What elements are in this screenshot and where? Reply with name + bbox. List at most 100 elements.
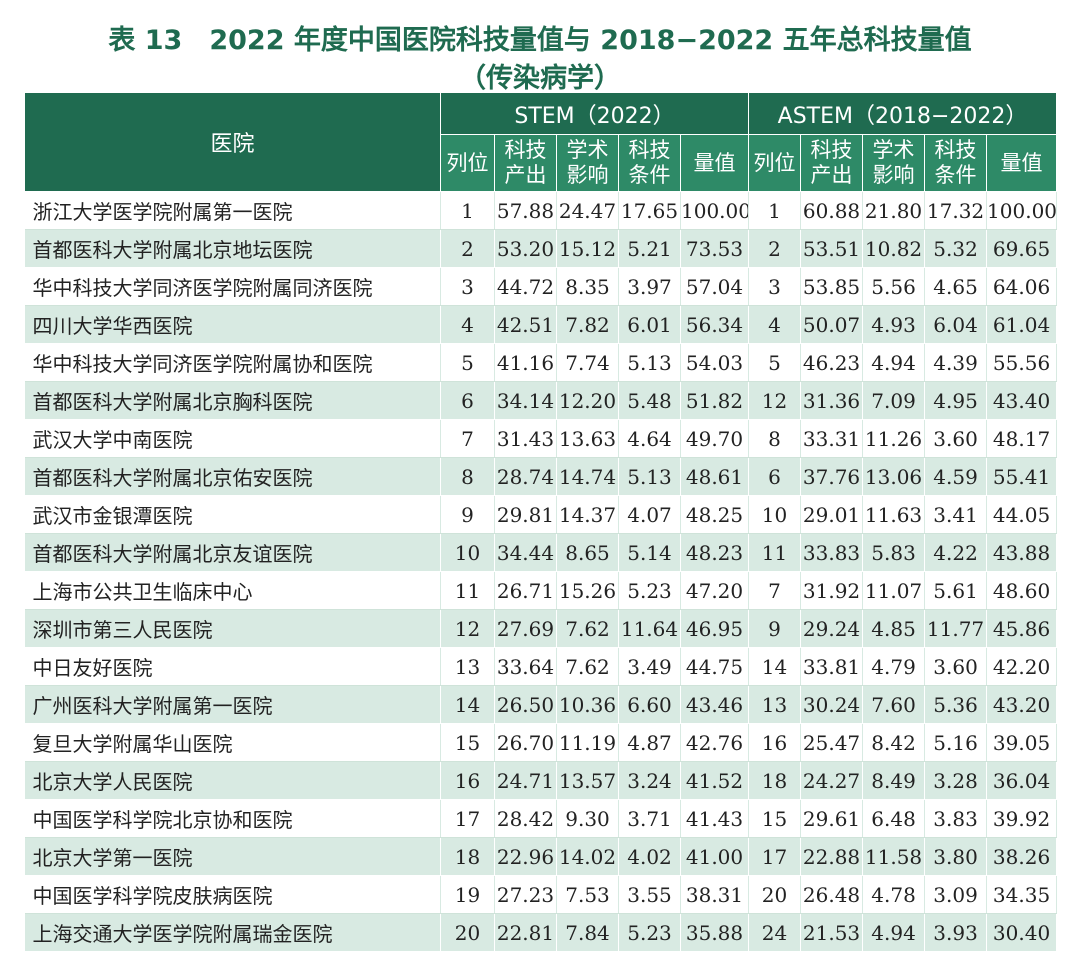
table-row: 中日友好医院 13 33.64 7.62 3.49 44.75 14 33.81 4.79 3.6… — [24, 647, 1058, 686]
astem-conditions-cell: 5.36 — [924, 685, 988, 724]
hospital-name-cell: 中国医学科学院皮肤病医院 — [24, 875, 441, 914]
stem-output-cell: 28.42 — [494, 799, 557, 838]
hospital-name-cell: 中日友好医院 — [24, 647, 441, 686]
stem-value-cell: 47.20 — [680, 571, 750, 610]
table-row: 上海交通大学医学院附属瑞金医院 20 22.81 7.84 5.23 35.88 24 21.… — [24, 913, 1058, 952]
astem-rank-cell: 11 — [748, 533, 802, 572]
astem-conditions-cell: 3.60 — [924, 647, 988, 686]
stem-conditions-cell: 3.49 — [618, 647, 681, 686]
stem-conditions-cell: 3.71 — [618, 799, 681, 838]
astem-value-cell: 48.60 — [986, 571, 1058, 610]
header-astem-conditions: 科技 条件 — [924, 134, 988, 192]
stem-conditions-cell: 5.48 — [618, 381, 681, 420]
astem-output-cell: 33.31 — [800, 419, 864, 458]
stem-rank-cell: 17 — [440, 799, 495, 838]
table-title: 表 13 2022 年度中国医院科技量值与 2018−2022 五年总科技量值 — [108, 25, 972, 56]
astem-influence-cell: 4.93 — [862, 305, 926, 344]
stem-value-cell: 48.23 — [680, 533, 750, 572]
stem-value-cell: 51.82 — [680, 381, 750, 420]
stem-value-cell: 48.25 — [680, 495, 750, 534]
stem-output-cell: 27.23 — [494, 875, 557, 914]
stem-conditions-cell: 4.87 — [618, 723, 681, 762]
astem-output-cell: 30.24 — [800, 685, 864, 724]
stem-rank-cell: 12 — [440, 609, 495, 648]
hospital-name-cell: 上海市公共卫生临床中心 — [24, 571, 441, 610]
astem-influence-cell: 7.09 — [862, 381, 926, 420]
header-stem-influence: 学术 影响 — [556, 134, 619, 192]
astem-rank-cell: 2 — [748, 229, 802, 268]
stem-influence-cell: 24.47 — [556, 191, 619, 230]
stem-conditions-cell: 3.97 — [618, 267, 681, 306]
astem-rank-cell: 10 — [748, 495, 802, 534]
hospital-name-cell: 首都医科大学附属北京地坛医院 — [24, 229, 441, 268]
stem-conditions-cell: 5.13 — [618, 457, 681, 496]
table-row: 复旦大学附属华山医院 15 26.70 11.19 4.87 42.76 16 25.47 8.… — [24, 723, 1058, 762]
table-row: 首都医科大学附属北京地坛医院 2 53.20 15.12 5.21 73.53 2 53.51… — [24, 229, 1058, 268]
astem-output-cell: 21.53 — [800, 913, 864, 952]
stem-rank-cell: 20 — [440, 913, 495, 952]
table-row: 首都医科大学附属北京佑安医院 8 28.74 14.74 5.13 48.61 6 37.76… — [24, 457, 1058, 496]
hospital-name-cell: 上海交通大学医学院附属瑞金医院 — [24, 913, 441, 952]
table-row: 首都医科大学附属北京友谊医院 10 34.44 8.65 5.14 48.23 11 33.8… — [24, 533, 1058, 572]
astem-rank-cell: 17 — [748, 837, 802, 876]
astem-conditions-cell: 3.93 — [924, 913, 988, 952]
table-row: 四川大学华西医院 4 42.51 7.82 6.01 56.34 4 50.07 4.93 6.0… — [24, 305, 1058, 344]
stem-value-cell: 49.70 — [680, 419, 750, 458]
table-row: 华中科技大学同济医学院附属同济医院 3 44.72 8.35 3.97 57.04 3 53.… — [24, 267, 1058, 306]
table-row: 中国医学科学院北京协和医院 17 28.42 9.30 3.71 41.43 15 29.61… — [24, 799, 1058, 838]
header-astem-influence: 学术 影响 — [862, 134, 926, 192]
stem-rank-cell: 10 — [440, 533, 495, 572]
stem-rank-cell: 19 — [440, 875, 495, 914]
astem-rank-cell: 20 — [748, 875, 802, 914]
astem-value-cell: 42.20 — [986, 647, 1058, 686]
astem-rank-cell: 18 — [748, 761, 802, 800]
header-stem-conditions: 科技 条件 — [618, 134, 681, 192]
stem-rank-cell: 15 — [440, 723, 495, 762]
stem-conditions-cell: 5.23 — [618, 913, 681, 952]
header-astem-rank: 列位 — [748, 134, 802, 192]
stem-value-cell: 41.00 — [680, 837, 750, 876]
table-row: 武汉市金银潭医院 9 29.81 14.37 4.07 48.25 10 29.01 11.63… — [24, 495, 1058, 534]
hospital-name-cell: 浙江大学医学院附属第一医院 — [24, 191, 441, 230]
astem-influence-cell: 8.42 — [862, 723, 926, 762]
stem-value-cell: 100.00 — [680, 191, 750, 230]
astem-rank-cell: 1 — [748, 191, 802, 230]
stem-influence-cell: 11.19 — [556, 723, 619, 762]
hospital-name-cell: 武汉大学中南医院 — [24, 419, 441, 458]
astem-influence-cell: 4.78 — [862, 875, 926, 914]
astem-output-cell: 33.81 — [800, 647, 864, 686]
astem-conditions-cell: 4.59 — [924, 457, 988, 496]
stem-value-cell: 42.76 — [680, 723, 750, 762]
stem-output-cell: 29.81 — [494, 495, 557, 534]
hospital-name-cell: 广州医科大学附属第一医院 — [24, 685, 441, 724]
table-row: 武汉大学中南医院 7 31.43 13.63 4.64 49.70 8 33.31 11.26 3… — [24, 419, 1058, 458]
hospital-name-cell: 首都医科大学附属北京胸科医院 — [24, 381, 441, 420]
stem-conditions-cell: 3.24 — [618, 761, 681, 800]
header-astem-value: 量值 — [986, 134, 1058, 192]
astem-conditions-cell: 4.95 — [924, 381, 988, 420]
table-row: 北京大学第一医院 18 22.96 14.02 4.02 41.00 17 22.88 11.5… — [24, 837, 1058, 876]
astem-influence-cell: 4.94 — [862, 913, 926, 952]
stem-influence-cell: 13.57 — [556, 761, 619, 800]
header-stem-output: 科技 产出 — [494, 134, 557, 192]
stem-conditions-cell: 5.21 — [618, 229, 681, 268]
hospital-name-cell: 中国医学科学院北京协和医院 — [24, 799, 441, 838]
stem-conditions-cell: 6.60 — [618, 685, 681, 724]
header-astem-group: ASTEM（2018−2022） — [748, 92, 1058, 135]
astem-influence-cell: 11.26 — [862, 419, 926, 458]
astem-rank-cell: 4 — [748, 305, 802, 344]
stem-conditions-cell: 4.64 — [618, 419, 681, 458]
stem-value-cell: 41.52 — [680, 761, 750, 800]
astem-value-cell: 34.35 — [986, 875, 1058, 914]
stem-conditions-cell: 17.65 — [618, 191, 681, 230]
hospital-name-cell: 武汉市金银潭医院 — [24, 495, 441, 534]
stem-output-cell: 57.88 — [494, 191, 557, 230]
astem-output-cell: 31.36 — [800, 381, 864, 420]
astem-influence-cell: 5.83 — [862, 533, 926, 572]
astem-conditions-cell: 3.41 — [924, 495, 988, 534]
astem-output-cell: 29.61 — [800, 799, 864, 838]
astem-value-cell: 48.17 — [986, 419, 1058, 458]
astem-rank-cell: 14 — [748, 647, 802, 686]
astem-rank-cell: 5 — [748, 343, 802, 382]
astem-conditions-cell: 3.80 — [924, 837, 988, 876]
